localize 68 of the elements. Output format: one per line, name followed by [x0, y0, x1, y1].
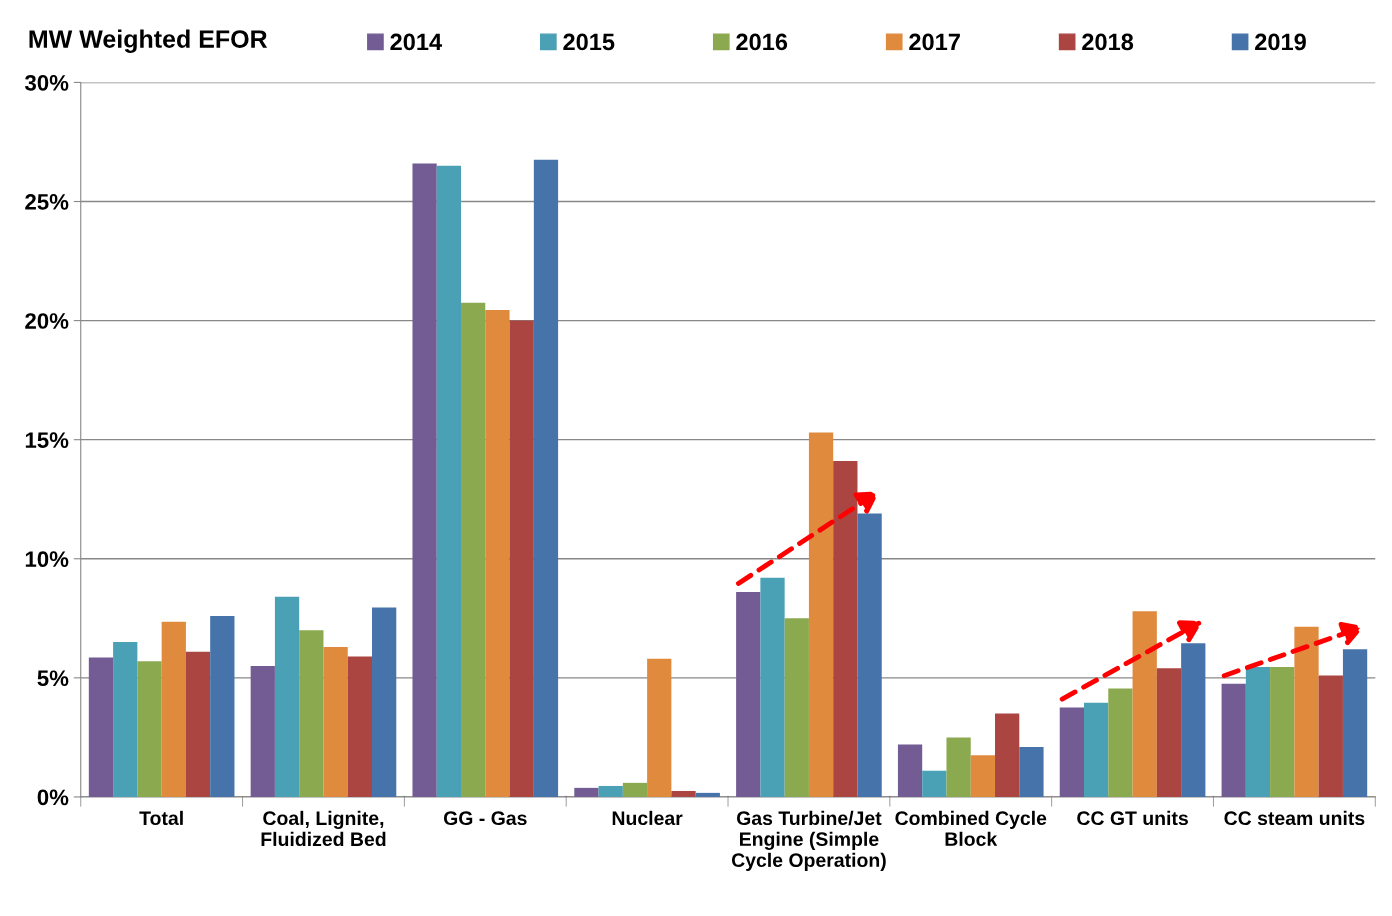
- bar: [995, 713, 1020, 797]
- bar: [946, 737, 971, 797]
- bar: [808, 432, 834, 797]
- bar: [598, 785, 623, 797]
- bar: [412, 163, 437, 797]
- bar: [436, 165, 462, 797]
- x-tick-label: CC steam units: [1224, 810, 1365, 826]
- legend-label: 2019: [1255, 33, 1306, 51]
- legend-label: 2017: [909, 33, 960, 51]
- x-tick-label: Coal, Lignite, Fluidized Bed: [261, 810, 386, 847]
- bar: [88, 657, 114, 797]
- x-tick-label: Combined Cycle Block: [895, 810, 1047, 847]
- bar: [1108, 688, 1133, 797]
- bar: [1318, 675, 1343, 797]
- bar: [137, 661, 162, 797]
- bar: [299, 630, 324, 797]
- bar: [1132, 611, 1157, 797]
- bar: [1294, 626, 1319, 797]
- bar: [372, 607, 397, 797]
- bar: [1245, 667, 1271, 797]
- bar: [347, 656, 373, 797]
- bar: [671, 790, 696, 797]
- x-tick-label: Gas Turbine/Jet Engine (Simple Cycle Operation): [731, 810, 886, 871]
- x-tick-label: CC GT units: [1077, 810, 1188, 826]
- bar: [250, 665, 275, 797]
- bar: [647, 658, 672, 797]
- bar: [323, 646, 348, 797]
- bar: [970, 755, 996, 797]
- bar: [736, 592, 761, 797]
- y-tick-label: 15%: [25, 432, 69, 448]
- bar: [274, 596, 300, 797]
- legend-label: 2016: [736, 33, 788, 51]
- bar: [461, 302, 486, 797]
- bar: [695, 792, 720, 797]
- bar: [833, 461, 858, 797]
- y-tick-label: 5%: [37, 670, 69, 687]
- bar: [1221, 683, 1246, 797]
- bar: [760, 577, 785, 797]
- bar: [574, 787, 599, 797]
- y-tick-label: 25%: [25, 194, 69, 210]
- bar: [1019, 746, 1044, 797]
- bar: [1084, 702, 1109, 797]
- bar: [1156, 668, 1182, 797]
- bar: [113, 642, 138, 797]
- legend-label: 2018: [1082, 33, 1134, 51]
- bar: [161, 621, 186, 797]
- y-tick-label: 30%: [24, 74, 69, 91]
- bar: [622, 782, 648, 797]
- chart-title: MW Weighted EFOR: [29, 29, 268, 53]
- bar: [533, 159, 559, 797]
- bar: [897, 744, 923, 797]
- bar: [784, 618, 809, 797]
- legend-label: 2014: [390, 33, 442, 51]
- bar: [485, 309, 510, 797]
- bar: [1342, 649, 1368, 797]
- bar: [1059, 707, 1085, 797]
- legend-label: 2015: [563, 33, 615, 51]
- x-tick-label: Total: [139, 810, 183, 826]
- x-tick-label: GG - Gas: [443, 811, 527, 826]
- bar: [1270, 667, 1295, 797]
- bar: [509, 320, 534, 797]
- y-tick-label: 10%: [25, 551, 69, 568]
- x-tick-label: Nuclear: [612, 810, 683, 826]
- y-tick-label: 0%: [37, 789, 69, 806]
- bar: [210, 615, 235, 797]
- bar: [922, 770, 947, 797]
- y-tick-label: 20%: [25, 313, 69, 329]
- bar: [185, 651, 211, 797]
